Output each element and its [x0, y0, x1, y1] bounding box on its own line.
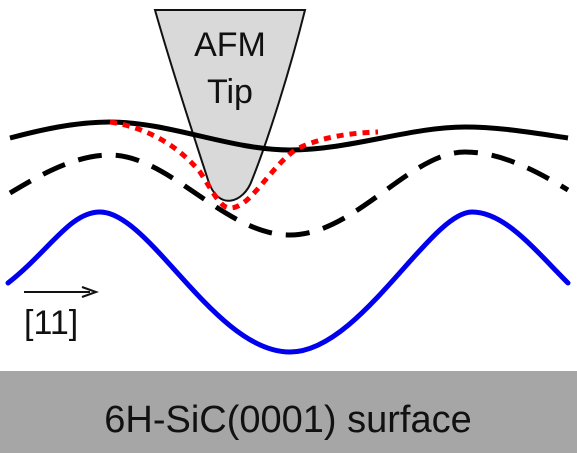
dashed-curve — [8, 149, 570, 238]
substrate-bar — [0, 371, 577, 453]
direction-label: [11] — [24, 304, 78, 342]
solid-curve — [9, 119, 569, 153]
tip-label-line2: Tip — [207, 73, 253, 111]
substrate-label: 6H-SiC(0001) surface — [104, 399, 471, 441]
tip-label-line1: AFM — [194, 26, 266, 64]
dotted-curve — [109, 119, 379, 211]
sine-curve — [5, 209, 571, 355]
arrow-right-icon-head — [81, 286, 99, 298]
afm-tip — [153, 9, 307, 202]
